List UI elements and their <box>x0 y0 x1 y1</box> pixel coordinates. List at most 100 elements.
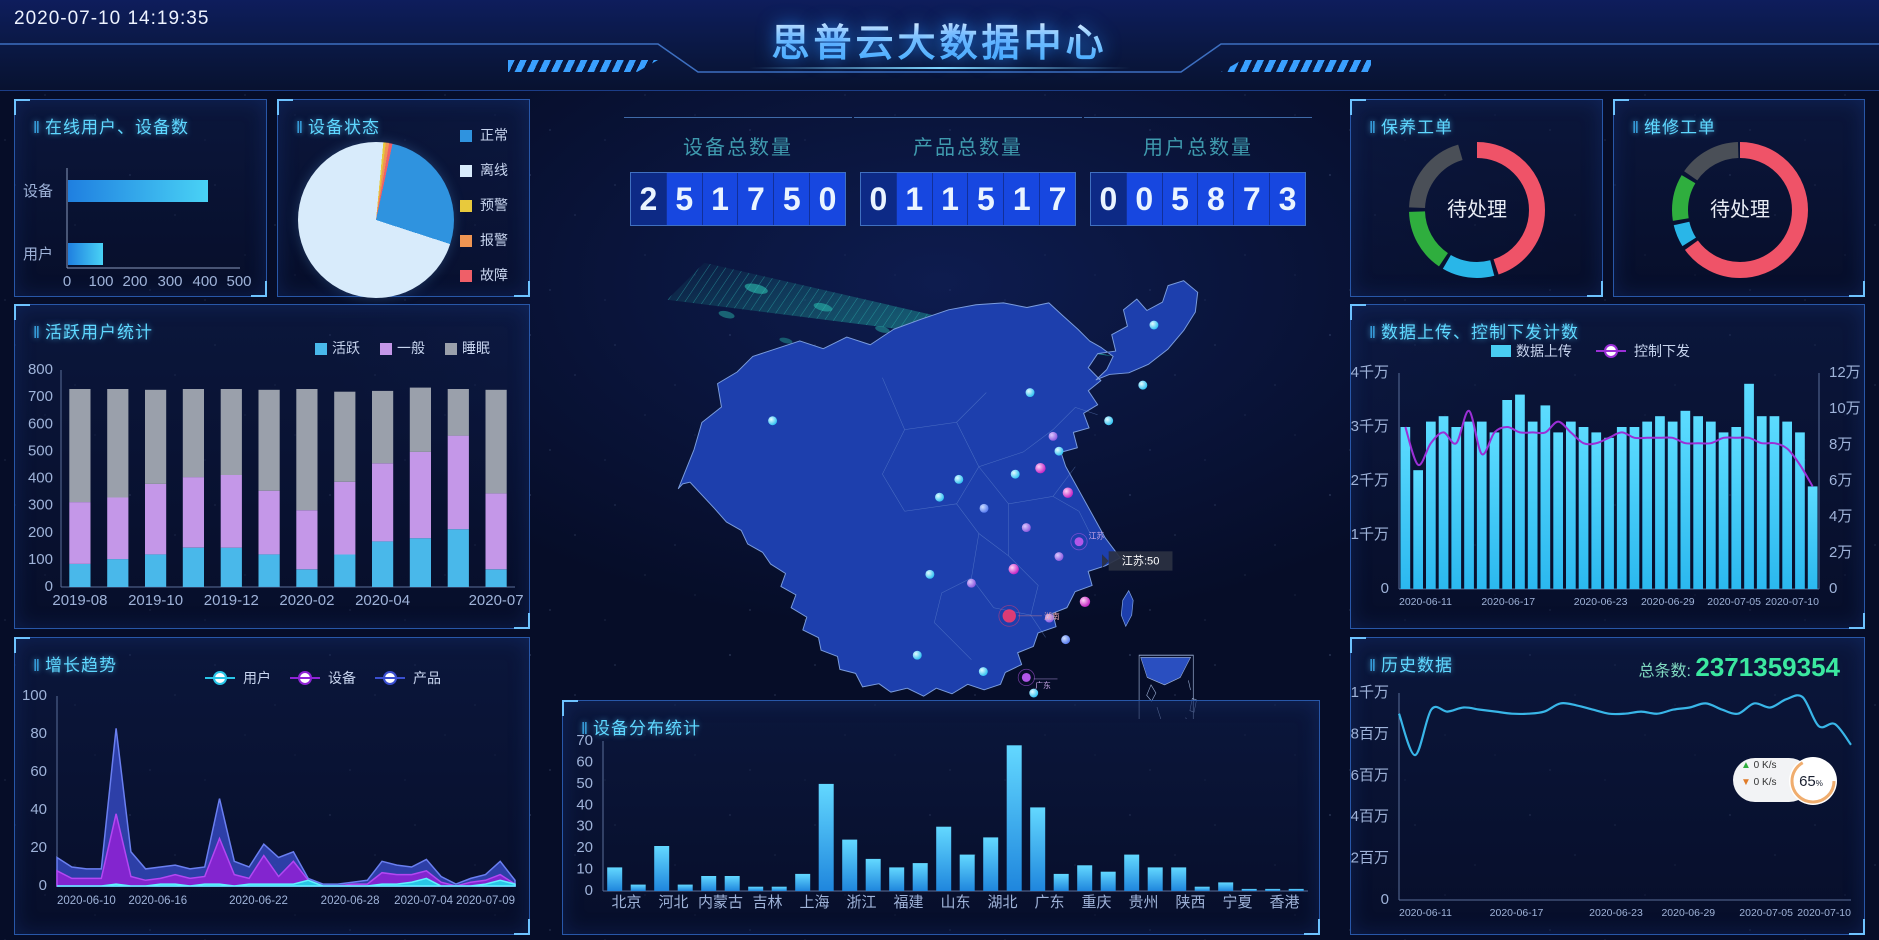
svg-text:2020-07-10: 2020-07-10 <box>1797 907 1851 919</box>
svg-text:重庆: 重庆 <box>1081 894 1111 911</box>
svg-text:2千万: 2千万 <box>1351 472 1389 489</box>
svg-text:30: 30 <box>576 818 593 835</box>
svg-text:2020-07-05: 2020-07-05 <box>1739 907 1793 919</box>
svg-text:2万: 2万 <box>1829 544 1852 561</box>
svg-text:700: 700 <box>28 388 53 405</box>
svg-text:2020-06-23: 2020-06-23 <box>1574 596 1628 608</box>
svg-text:待处理: 待处理 <box>1447 198 1507 221</box>
svg-text:江苏:50: 江苏:50 <box>1122 555 1160 568</box>
svg-text:正常: 正常 <box>480 127 508 143</box>
svg-text:河北: 河北 <box>658 894 688 911</box>
svg-text:湖南: 湖南 <box>1044 611 1060 621</box>
svg-text:20: 20 <box>576 839 593 856</box>
svg-text:0: 0 <box>63 273 71 290</box>
svg-text:6万: 6万 <box>1829 472 1852 489</box>
svg-text:500: 500 <box>226 273 251 290</box>
svg-text:吉林: 吉林 <box>752 894 782 911</box>
svg-text:2020-06-23: 2020-06-23 <box>1589 907 1643 919</box>
svg-text:2020-07: 2020-07 <box>469 592 524 609</box>
svg-text:40: 40 <box>576 796 593 813</box>
svg-text:20: 20 <box>30 839 47 856</box>
svg-text:300: 300 <box>28 497 53 514</box>
svg-text:活跃: 活跃 <box>332 340 360 356</box>
svg-text:2020-07-09: 2020-07-09 <box>456 895 515 907</box>
svg-text:2百万: 2百万 <box>1351 850 1389 867</box>
svg-text:2020-04: 2020-04 <box>355 592 410 609</box>
svg-text:山东: 山东 <box>940 894 970 911</box>
svg-text:10: 10 <box>576 861 593 878</box>
svg-text:福建: 福建 <box>893 894 923 911</box>
svg-text:500: 500 <box>28 442 53 459</box>
svg-text:400: 400 <box>192 273 217 290</box>
svg-text:产品: 产品 <box>413 670 441 686</box>
svg-text:2020-07-05: 2020-07-05 <box>1707 596 1761 608</box>
svg-text:用户: 用户 <box>243 670 271 686</box>
svg-text:0: 0 <box>1381 580 1389 597</box>
svg-text:2019-12: 2019-12 <box>204 592 259 609</box>
svg-text:2020-06-16: 2020-06-16 <box>128 895 187 907</box>
svg-text:60: 60 <box>30 763 47 780</box>
svg-text:50: 50 <box>576 775 593 792</box>
svg-text:200: 200 <box>122 273 147 290</box>
svg-text:控制下发: 控制下发 <box>1634 343 1690 359</box>
svg-text:用户: 用户 <box>23 246 53 263</box>
svg-text:6百万: 6百万 <box>1351 767 1389 784</box>
svg-text:睡眠: 睡眠 <box>462 340 490 356</box>
svg-text:2019-08: 2019-08 <box>52 592 107 609</box>
svg-text:宁夏: 宁夏 <box>1222 894 1252 911</box>
svg-text:一般: 一般 <box>397 340 425 356</box>
svg-text:2020-07-10: 2020-07-10 <box>1765 596 1819 608</box>
svg-text:浙江: 浙江 <box>846 894 876 911</box>
svg-text:香港: 香港 <box>1269 894 1299 911</box>
svg-text:2020-06-17: 2020-06-17 <box>1490 907 1544 919</box>
svg-text:2020-07-04: 2020-07-04 <box>394 895 453 907</box>
svg-text:报警: 报警 <box>480 232 508 248</box>
svg-text:2020-06-11: 2020-06-11 <box>1399 907 1452 919</box>
svg-text:2020-06-28: 2020-06-28 <box>321 895 380 907</box>
svg-text:2019-10: 2019-10 <box>128 592 183 609</box>
svg-text:80: 80 <box>30 725 47 742</box>
svg-text:100: 100 <box>28 551 53 568</box>
svg-text:广东: 广东 <box>1035 680 1051 690</box>
svg-text:800: 800 <box>28 361 53 378</box>
svg-text:贵州: 贵州 <box>1128 894 1158 911</box>
svg-text:预警: 预警 <box>480 197 508 213</box>
svg-text:8百万: 8百万 <box>1351 725 1389 742</box>
svg-text:2020-06-22: 2020-06-22 <box>229 895 288 907</box>
svg-text:70: 70 <box>576 732 593 749</box>
svg-text:4百万: 4百万 <box>1351 808 1389 825</box>
svg-text:北京: 北京 <box>611 894 641 911</box>
svg-text:0: 0 <box>39 877 47 894</box>
svg-text:上海: 上海 <box>799 894 829 911</box>
svg-text:1千万: 1千万 <box>1351 526 1389 543</box>
svg-text:离线: 离线 <box>480 162 508 178</box>
svg-text:0: 0 <box>585 882 593 899</box>
svg-text:2020-06-10: 2020-06-10 <box>57 895 116 907</box>
svg-text:100: 100 <box>88 273 113 290</box>
svg-text:江苏: 江苏 <box>1089 531 1105 541</box>
svg-text:2020-06-29: 2020-06-29 <box>1641 596 1695 608</box>
svg-text:100: 100 <box>22 687 47 704</box>
svg-text:8万: 8万 <box>1829 436 1852 453</box>
svg-text:4万: 4万 <box>1829 508 1852 525</box>
svg-text:10万: 10万 <box>1829 400 1861 417</box>
svg-text:陕西: 陕西 <box>1175 894 1205 911</box>
svg-text:400: 400 <box>28 470 53 487</box>
svg-text:0: 0 <box>1381 891 1389 908</box>
svg-text:40: 40 <box>30 801 47 818</box>
svg-text:3千万: 3千万 <box>1351 418 1389 435</box>
svg-text:广东: 广东 <box>1034 894 1064 911</box>
svg-text:2020-06-29: 2020-06-29 <box>1661 907 1715 919</box>
svg-text:300: 300 <box>157 273 182 290</box>
svg-text:2020-02: 2020-02 <box>279 592 334 609</box>
svg-text:设备: 设备 <box>23 183 53 200</box>
svg-text:12万: 12万 <box>1829 364 1861 381</box>
svg-text:故障: 故障 <box>480 267 508 283</box>
svg-text:内蒙古: 内蒙古 <box>698 894 743 911</box>
svg-text:待处理: 待处理 <box>1710 198 1770 221</box>
svg-text:200: 200 <box>28 524 53 541</box>
svg-text:600: 600 <box>28 415 53 432</box>
svg-text:数据上传: 数据上传 <box>1516 343 1572 359</box>
svg-text:4千万: 4千万 <box>1351 364 1389 381</box>
svg-text:0: 0 <box>1829 580 1837 597</box>
